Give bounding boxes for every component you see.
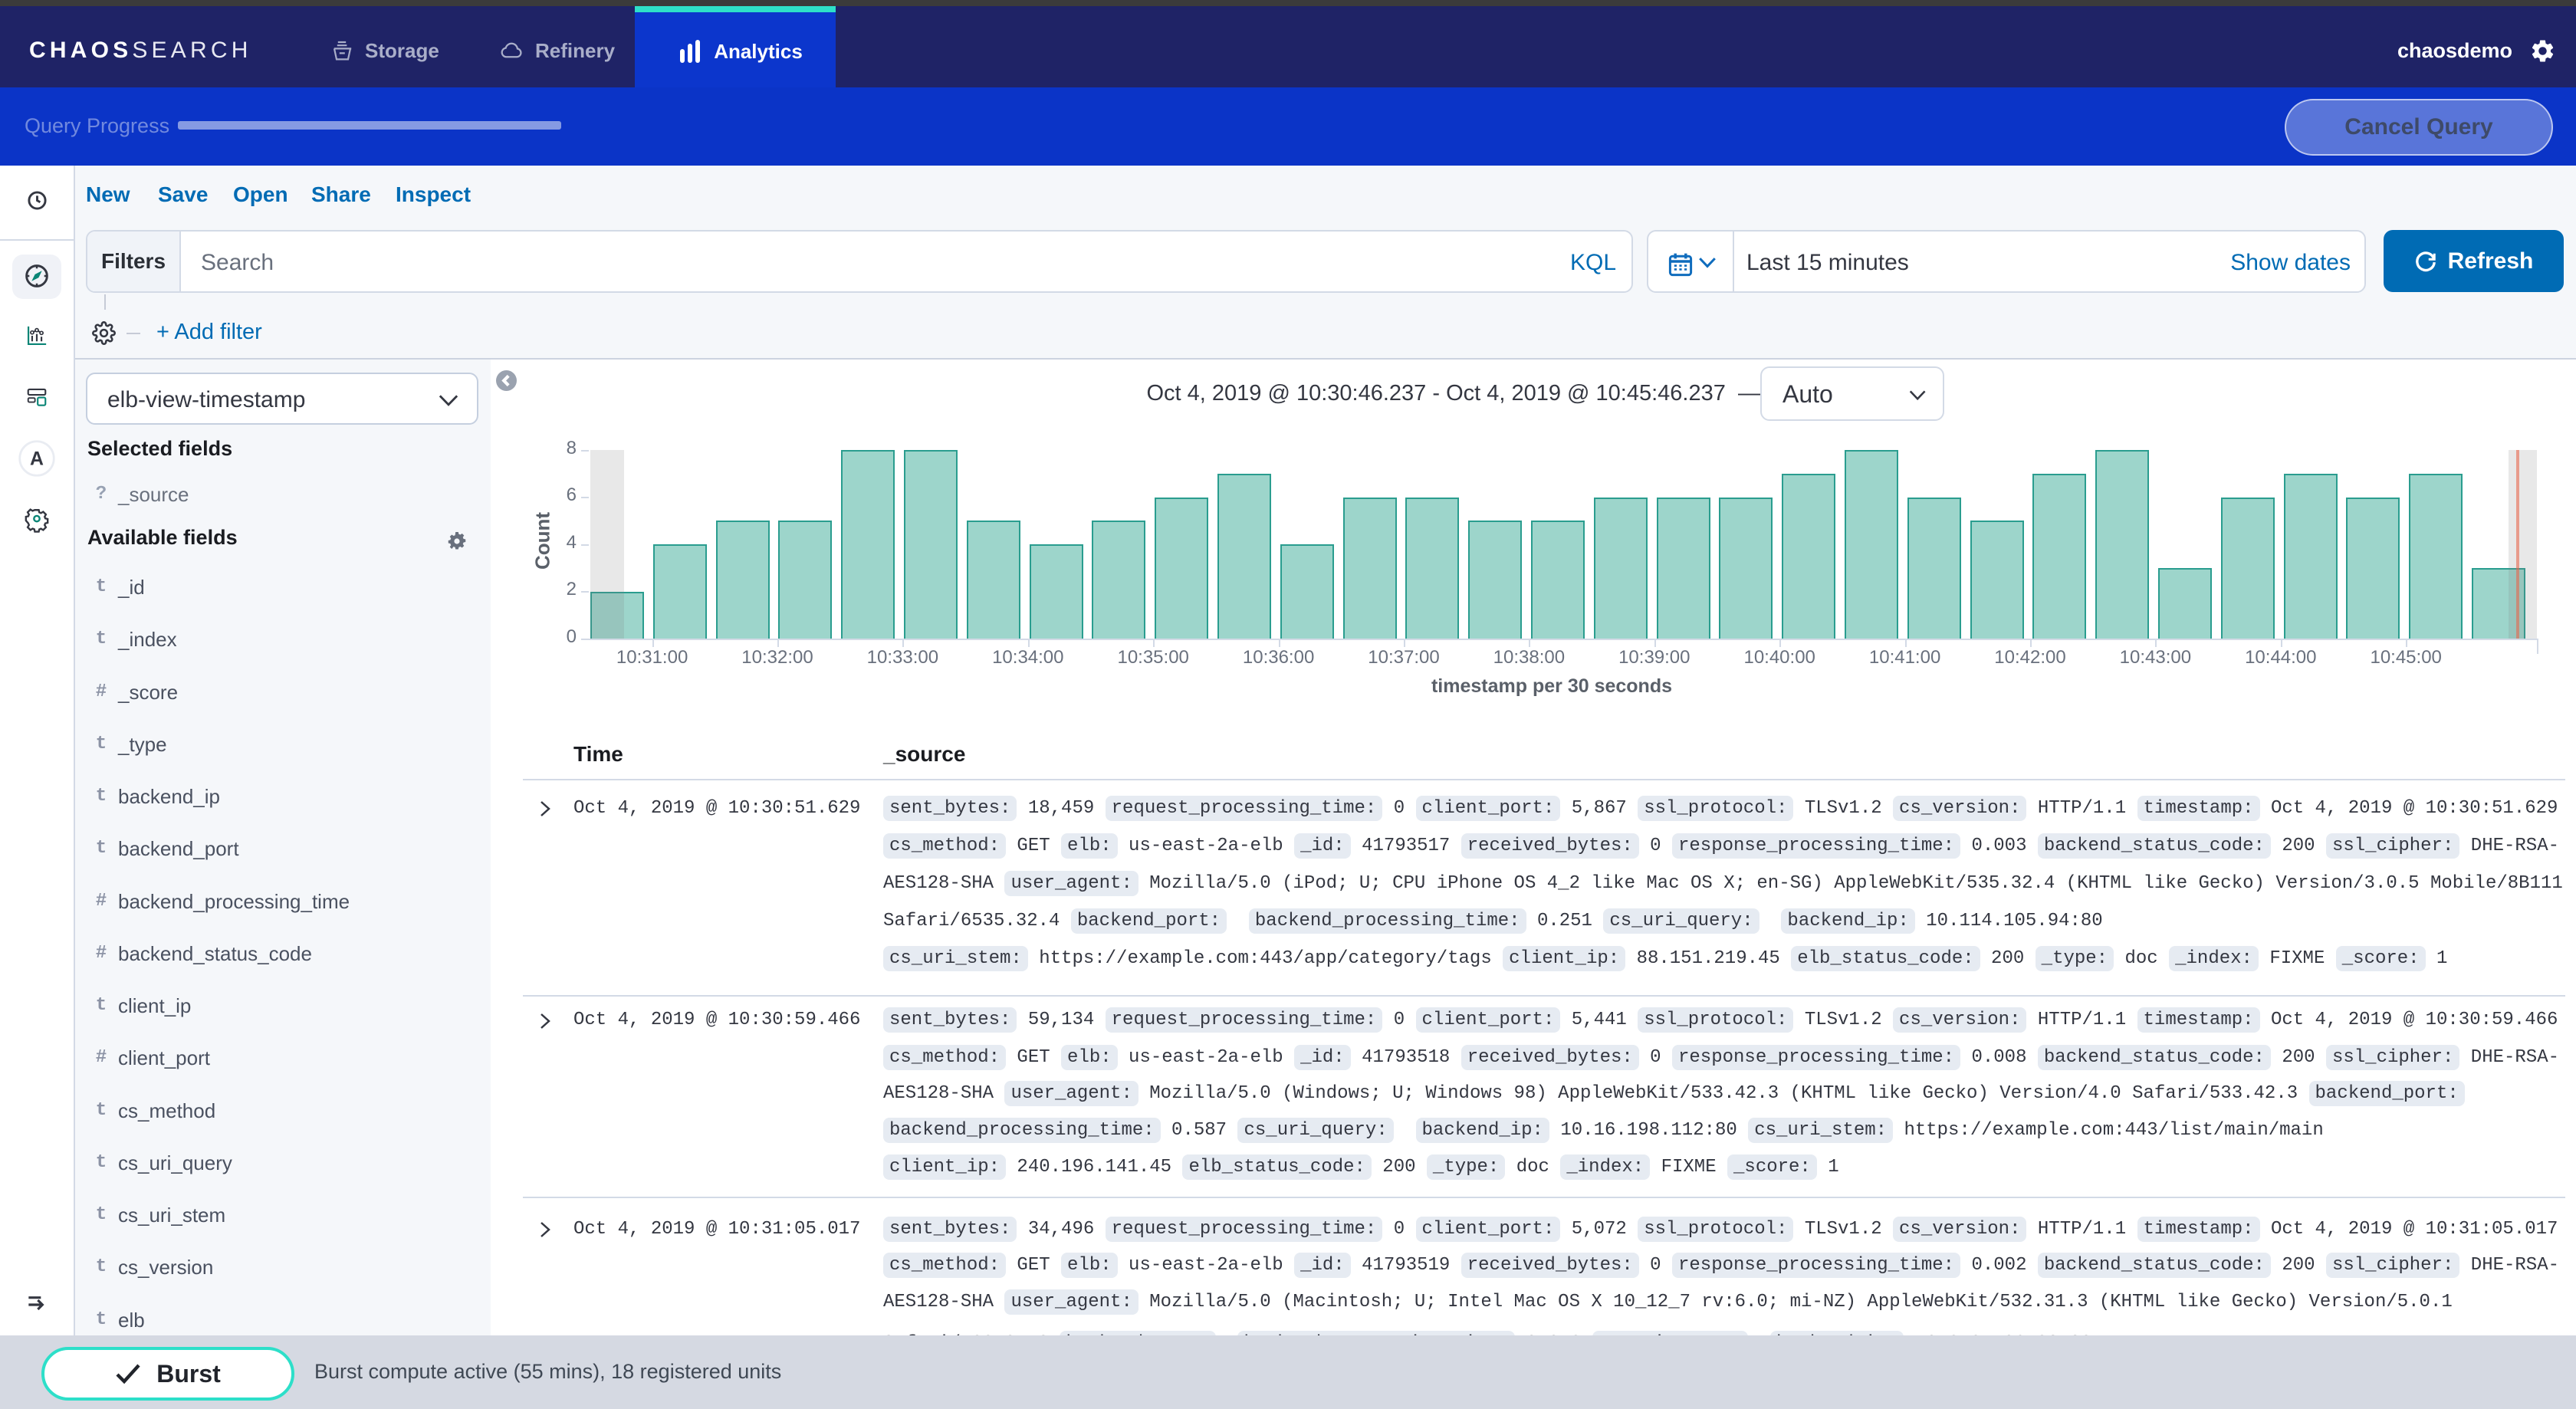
- svg-text:A: A: [30, 449, 44, 470]
